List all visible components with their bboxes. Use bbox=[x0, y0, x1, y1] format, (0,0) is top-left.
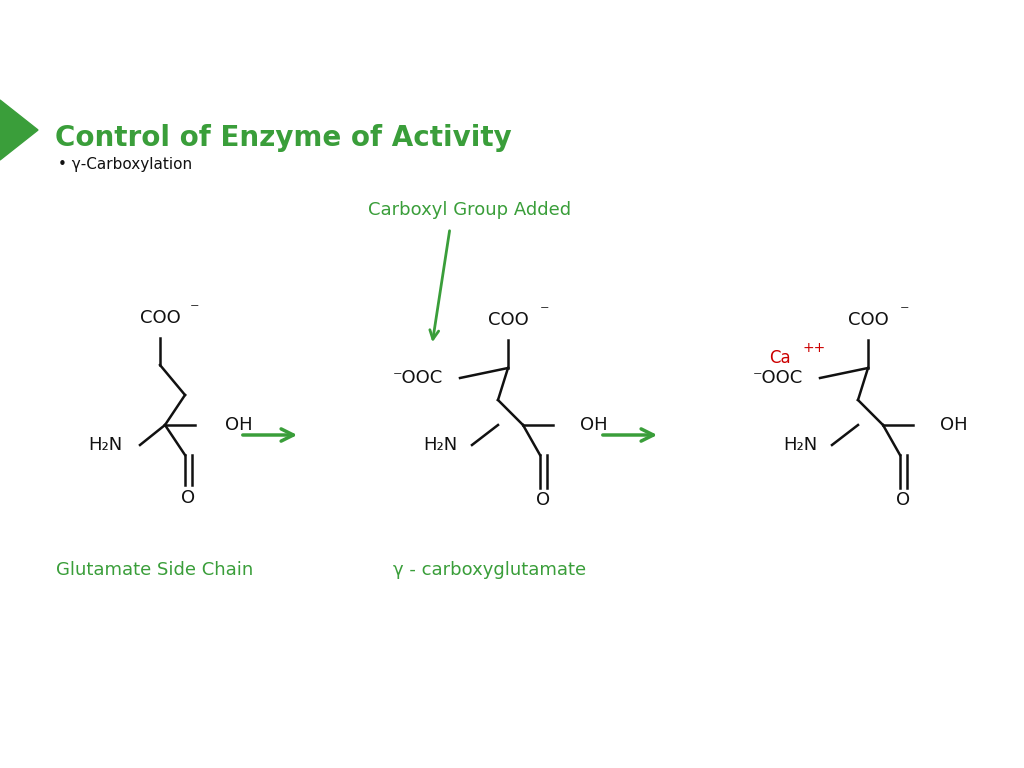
Text: Carboxyl Group Added: Carboxyl Group Added bbox=[369, 201, 571, 219]
Text: ⁻: ⁻ bbox=[540, 303, 550, 321]
Text: O: O bbox=[536, 491, 550, 509]
Text: H₂N: H₂N bbox=[423, 436, 457, 454]
Text: ⁻: ⁻ bbox=[190, 301, 200, 319]
Text: ++: ++ bbox=[802, 341, 825, 355]
Text: ⁻OOC: ⁻OOC bbox=[393, 369, 443, 387]
Text: ⁻OOC: ⁻OOC bbox=[753, 369, 803, 387]
Text: γ - carboxyglutamate: γ - carboxyglutamate bbox=[393, 561, 587, 579]
Text: OH: OH bbox=[580, 416, 607, 434]
Text: H₂N: H₂N bbox=[783, 436, 817, 454]
Text: O: O bbox=[896, 491, 910, 509]
Polygon shape bbox=[0, 100, 38, 160]
Text: ⁻: ⁻ bbox=[900, 303, 909, 321]
Text: OH: OH bbox=[225, 416, 253, 434]
Text: COO: COO bbox=[848, 311, 889, 329]
Text: Glutamate Side Chain: Glutamate Side Chain bbox=[56, 561, 254, 579]
Text: Ca: Ca bbox=[769, 349, 791, 367]
Text: OH: OH bbox=[940, 416, 968, 434]
Text: • γ-Carboxylation: • γ-Carboxylation bbox=[58, 157, 193, 173]
Text: COO: COO bbox=[487, 311, 528, 329]
Text: Control of Enzyme of Activity: Control of Enzyme of Activity bbox=[55, 124, 512, 152]
Text: H₂N: H₂N bbox=[88, 436, 122, 454]
Text: COO: COO bbox=[139, 309, 180, 327]
Text: O: O bbox=[181, 489, 195, 507]
